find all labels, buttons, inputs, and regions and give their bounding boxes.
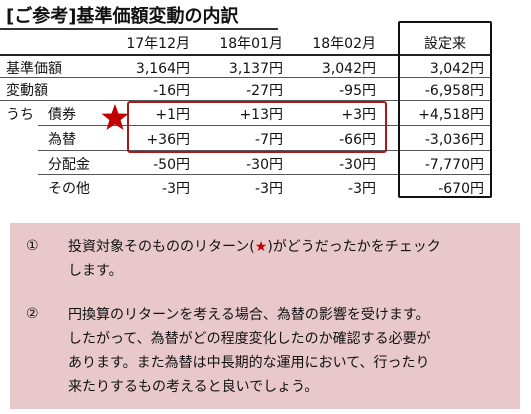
- note-text: 円換算のリターンを考える場合、為替の影響を受けます。 したがって、為替がどの程度…: [68, 307, 431, 395]
- cell: 3,164円: [135, 61, 190, 77]
- cell: +1円: [155, 107, 190, 123]
- cell: +36円: [146, 132, 190, 148]
- col-header-feb: 18年02月: [312, 36, 376, 52]
- cell: -66円: [339, 132, 376, 148]
- row-label-bonds: 債券: [48, 107, 76, 123]
- cell: -3円: [348, 181, 376, 197]
- cell: -670円: [438, 181, 484, 197]
- row-rule: [38, 174, 492, 175]
- star-icon: [101, 104, 129, 130]
- notes-panel: ① 投資対象そのもののリターン(★)がどうだったかをチェック します。 ② 円換…: [10, 223, 520, 409]
- row-rule: [38, 150, 492, 151]
- cell: +3円: [341, 107, 376, 123]
- row-rule: [0, 77, 492, 78]
- cell: 3,137円: [228, 61, 283, 77]
- note-number: ①: [26, 238, 39, 254]
- cell: -6,958円: [424, 83, 484, 99]
- cell: -50円: [153, 157, 190, 173]
- highlight-box: [127, 101, 387, 153]
- row-label-distribution: 分配金: [48, 157, 90, 173]
- row-label-fx: 為替: [48, 132, 76, 148]
- cell: -3円: [162, 181, 190, 197]
- page-title: [ご参考]基準価額変動の内訳: [6, 6, 239, 27]
- row-label-nav: 基準価額: [6, 61, 62, 77]
- cell: -3円: [255, 181, 283, 197]
- cell: -16円: [153, 83, 190, 99]
- cell: -95円: [339, 83, 376, 99]
- cell: +4,518円: [418, 107, 484, 123]
- row-rule: [38, 125, 492, 126]
- cell: -7円: [255, 132, 283, 148]
- col-header-jan: 18年01月: [219, 36, 283, 52]
- cell: -3,036円: [424, 132, 484, 148]
- star-icon: ★: [254, 239, 268, 255]
- col-header-dec: 17年12月: [126, 36, 190, 52]
- col-header-since-inception: 設定来: [424, 36, 466, 52]
- cell: -7,770円: [424, 157, 484, 173]
- note-text: 投資対象そのもののリターン(★)がどうだったかをチェック します。: [68, 239, 441, 279]
- cell: -27円: [246, 83, 283, 99]
- cell: 3,042円: [321, 61, 376, 77]
- row-label-prefix: うち: [6, 107, 34, 123]
- row-label-other: その他: [48, 181, 90, 197]
- cell: +13円: [239, 107, 283, 123]
- title-underline: [0, 28, 278, 30]
- row-label-change: 変動額: [6, 83, 48, 99]
- cell: -30円: [339, 157, 376, 173]
- note-number: ②: [26, 306, 39, 322]
- since-inception-box: [398, 21, 492, 198]
- row-rule: [0, 100, 492, 101]
- cell: -30円: [246, 157, 283, 173]
- cell: 3,042円: [429, 61, 484, 77]
- header-rule: [0, 54, 492, 56]
